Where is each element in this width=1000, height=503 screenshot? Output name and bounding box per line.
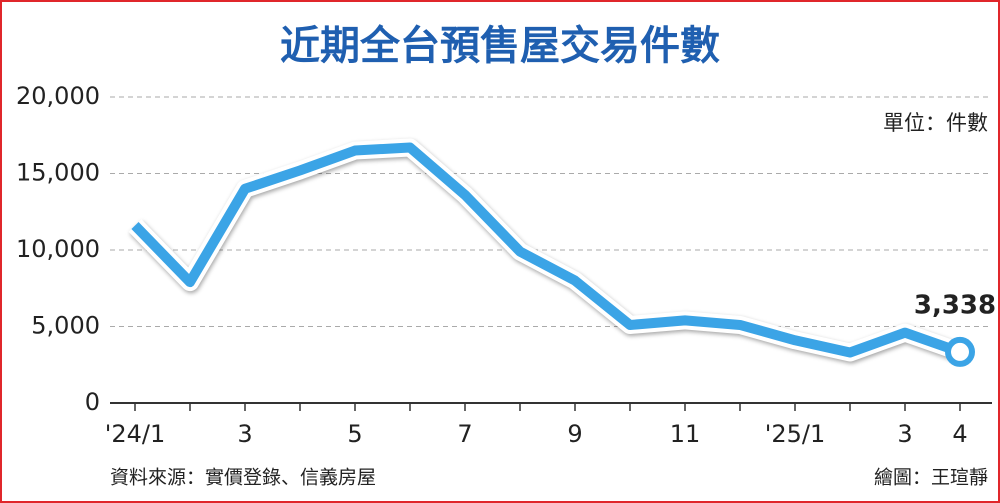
y-tick-label: 10,000 bbox=[16, 235, 100, 263]
y-tick-label: 20,000 bbox=[16, 82, 100, 110]
x-tick-label: 4 bbox=[952, 420, 967, 448]
y-tick-label: 15,000 bbox=[16, 159, 100, 187]
x-tick-label: 9 bbox=[567, 420, 582, 448]
x-tick-label: 3 bbox=[237, 420, 252, 448]
unit-note: 單位：件數 bbox=[883, 111, 988, 135]
source: 資料來源：實價登錄、信義房屋 bbox=[110, 467, 376, 489]
y-tick-label: 0 bbox=[85, 388, 100, 416]
x-tick-label: 5 bbox=[347, 420, 362, 448]
chart-title: 近期全台預售屋交易件數 bbox=[280, 23, 720, 69]
line bbox=[131, 142, 962, 358]
x-tick-label: '25/1 bbox=[765, 420, 826, 448]
y-tick-label: 5,000 bbox=[31, 312, 100, 340]
x-tick-label: '24/1 bbox=[105, 420, 166, 448]
x-tick-label: 3 bbox=[897, 420, 912, 448]
x-tick-label: 11 bbox=[670, 420, 701, 448]
end-point bbox=[945, 336, 975, 367]
value-label: 3,338 bbox=[914, 290, 996, 320]
x-tick-label: 7 bbox=[457, 420, 472, 448]
credit: 繪圖：王瑄靜 bbox=[874, 467, 988, 489]
